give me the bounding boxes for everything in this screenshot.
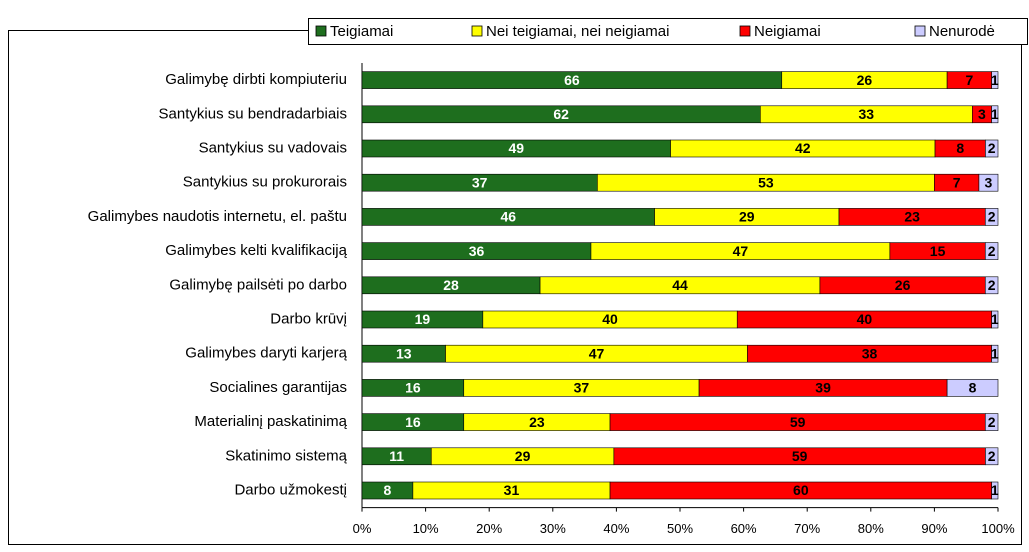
legend-label: Nei teigiamai, nei neigiamai xyxy=(486,23,669,40)
data-label: 60 xyxy=(793,482,809,498)
legend-label: Neigiamai xyxy=(754,23,821,40)
data-label: 59 xyxy=(792,448,808,464)
data-label: 40 xyxy=(602,311,618,327)
data-label: 2 xyxy=(988,140,996,156)
bar-segment xyxy=(991,310,999,329)
bar-segment xyxy=(991,344,999,363)
x-tick-label: 90% xyxy=(921,521,947,536)
x-tick-label: 40% xyxy=(603,521,629,536)
bar-segment xyxy=(978,173,999,192)
y-tick-label: Galimybę pailsėti po darbo xyxy=(169,276,347,293)
data-label: 40 xyxy=(857,311,873,327)
bar-segment xyxy=(984,276,999,295)
data-label: 39 xyxy=(815,380,831,396)
data-label: 8 xyxy=(969,380,977,396)
legend-label: Teigiamai xyxy=(330,23,393,40)
bar-segment xyxy=(991,481,999,500)
data-label: 15 xyxy=(930,243,946,259)
x-tick-label: 70% xyxy=(794,521,820,536)
data-label: 31 xyxy=(504,482,520,498)
data-label: 59 xyxy=(790,414,806,430)
x-tick-label: 20% xyxy=(476,521,502,536)
data-label: 2 xyxy=(988,448,996,464)
data-label: 38 xyxy=(862,345,878,361)
data-label: 8 xyxy=(384,482,392,498)
data-label: 16 xyxy=(405,414,421,430)
data-label: 2 xyxy=(988,243,996,259)
data-label: 1 xyxy=(991,345,999,361)
bar-segment xyxy=(991,105,999,124)
data-label: 23 xyxy=(904,209,920,225)
x-tick-label: 100% xyxy=(981,521,1015,536)
bar-segment xyxy=(984,242,999,260)
data-label: 46 xyxy=(500,209,516,225)
x-tick-label: 30% xyxy=(540,521,566,536)
y-tick-label: Santykius su bendradarbiais xyxy=(159,105,347,122)
bar-segment xyxy=(946,379,999,397)
legend-swatch xyxy=(315,25,327,37)
legend-label: Nenurodė xyxy=(929,23,995,40)
data-label: 2 xyxy=(988,414,996,430)
data-label: 1 xyxy=(991,311,999,327)
data-label: 29 xyxy=(515,448,531,464)
y-tick-label: Darbo užmokestį xyxy=(234,481,347,498)
legend-swatch xyxy=(471,25,483,37)
x-tick-label: 0% xyxy=(353,521,372,536)
data-label: 8 xyxy=(956,140,964,156)
bar-segment xyxy=(991,71,999,89)
data-label: 49 xyxy=(508,140,524,156)
data-label: 44 xyxy=(672,277,688,293)
data-label: 26 xyxy=(895,277,911,293)
y-tick-label: Santykius su vadovais xyxy=(199,139,347,156)
y-tick-label: Galimybę dirbti kompiuteriu xyxy=(165,71,347,88)
data-label: 7 xyxy=(965,72,973,88)
x-tick-label: 50% xyxy=(667,521,693,536)
bar-segment xyxy=(985,447,999,466)
data-label: 53 xyxy=(758,174,774,190)
legend-swatch xyxy=(739,25,751,37)
data-label: 11 xyxy=(389,448,404,464)
data-label: 19 xyxy=(415,311,431,327)
data-label: 37 xyxy=(574,380,590,396)
data-label: 42 xyxy=(795,140,811,156)
y-tick-label: Galimybes daryti karjerą xyxy=(185,345,347,362)
x-tick-label: 60% xyxy=(731,521,757,536)
data-label: 3 xyxy=(978,106,986,122)
bar-segment xyxy=(985,139,999,158)
data-label: 33 xyxy=(859,106,875,122)
y-tick-label: Materialinį paskatinimą xyxy=(194,413,347,430)
data-label: 1 xyxy=(991,106,999,122)
x-tick-label: 10% xyxy=(413,521,439,536)
y-tick-label: Galimybes naudotis internetu, el. paštu xyxy=(88,208,347,225)
y-tick-label: Skatinimo sistemą xyxy=(225,447,347,464)
data-label: 37 xyxy=(472,174,488,190)
data-label: 13 xyxy=(396,345,412,361)
bar-segment xyxy=(984,208,999,226)
data-label: 1 xyxy=(991,72,999,88)
data-label: 47 xyxy=(589,345,605,361)
y-tick-label: Galimybes kelti kvalifikaciją xyxy=(165,242,347,259)
bar-segment xyxy=(984,413,999,431)
data-label: 62 xyxy=(553,106,569,122)
x-tick-label: 80% xyxy=(858,521,884,536)
data-label: 47 xyxy=(733,243,749,259)
y-tick-label: Darbo krūvį xyxy=(270,310,347,327)
data-label: 2 xyxy=(988,277,996,293)
data-label: 29 xyxy=(739,209,755,225)
data-label: 3 xyxy=(985,174,993,190)
legend-box xyxy=(308,18,1028,45)
legend-swatch xyxy=(914,25,926,37)
data-label: 7 xyxy=(953,174,961,190)
data-label: 28 xyxy=(443,277,459,293)
data-label: 66 xyxy=(564,72,580,88)
data-label: 1 xyxy=(991,482,999,498)
y-tick-label: Santykius su prokurorais xyxy=(183,174,347,191)
data-label: 26 xyxy=(857,72,873,88)
data-label: 23 xyxy=(529,414,545,430)
data-label: 2 xyxy=(988,209,996,225)
y-tick-label: Socialines garantijas xyxy=(209,379,347,396)
data-label: 36 xyxy=(469,243,485,259)
data-label: 16 xyxy=(405,380,421,396)
